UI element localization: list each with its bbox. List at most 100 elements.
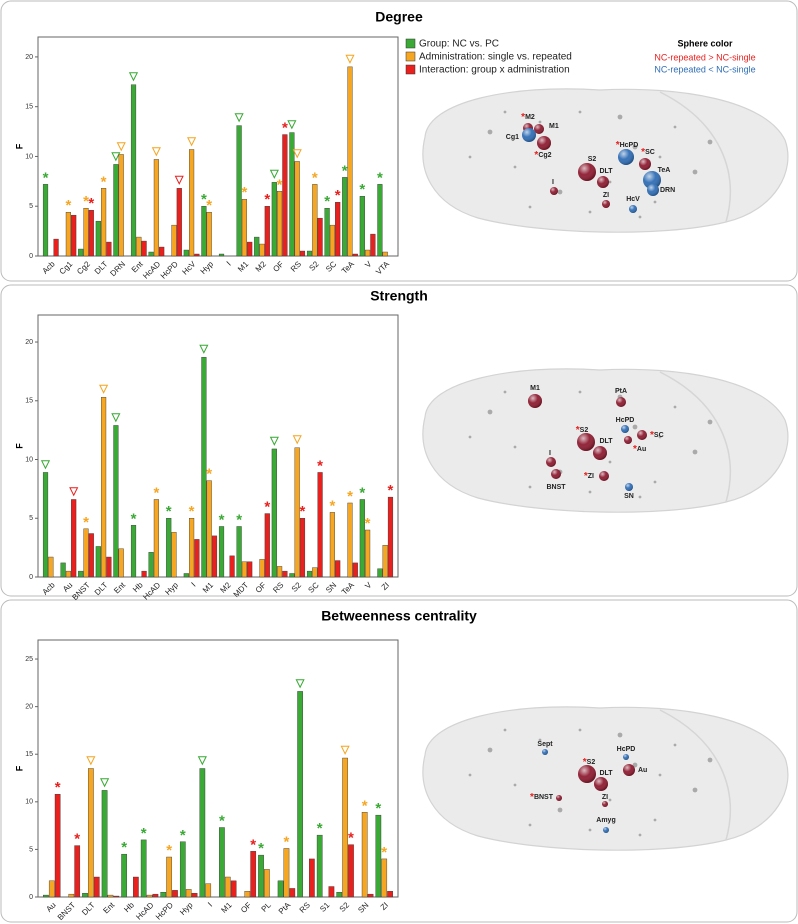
node-name: Au: [638, 767, 647, 774]
minor-node: [528, 823, 532, 827]
bar: [183, 249, 189, 257]
minor-node: [513, 783, 517, 787]
bar: [264, 206, 270, 257]
y-tick-label: 5: [29, 846, 33, 853]
node-star: *: [633, 444, 637, 455]
bar: [140, 839, 147, 898]
x-tick-label: ZI: [379, 901, 390, 912]
node-name: ZI: [603, 192, 609, 199]
y-tick-label: 10: [25, 456, 33, 463]
bar: [247, 241, 253, 257]
y-axis-label: F: [14, 765, 24, 771]
significance-marker: *: [264, 191, 270, 208]
sphere-shine: [546, 457, 556, 467]
minor-node: [638, 833, 642, 837]
significance-marker: ▽: [287, 118, 297, 130]
bar: [136, 236, 142, 257]
bar: [113, 895, 120, 898]
bar: [218, 253, 225, 257]
significance-marker: *: [359, 181, 365, 198]
bar: [282, 570, 288, 578]
significance-marker: *: [300, 503, 306, 520]
node-label: DLT: [599, 770, 613, 777]
bar: [42, 472, 49, 578]
minor-node: [707, 419, 713, 425]
bar: [106, 556, 112, 578]
bar: [294, 161, 300, 257]
bar: [201, 206, 207, 257]
sphere-shine: [621, 425, 629, 433]
minor-node: [658, 435, 662, 439]
node-label: *SC: [641, 147, 655, 158]
sphere-shine: [623, 764, 635, 776]
significance-marker: *: [153, 484, 159, 501]
bar: [229, 555, 235, 578]
brain-outline: [422, 88, 789, 233]
significance-marker: ▽: [98, 383, 108, 395]
node-label: I: [552, 179, 554, 186]
minor-node: [588, 828, 592, 832]
bar: [176, 188, 182, 257]
node-name: I: [552, 179, 554, 186]
significance-marker: *: [83, 193, 89, 210]
bar: [289, 573, 295, 578]
bar: [148, 552, 154, 578]
minor-node: [658, 155, 662, 159]
y-tick-label: 20: [25, 703, 33, 710]
bar: [236, 526, 242, 578]
minor-node: [513, 165, 517, 169]
minor-node: [673, 743, 677, 747]
bar: [306, 570, 313, 578]
legend-swatch: [405, 38, 416, 49]
y-tick-label: 10: [25, 799, 33, 806]
bar: [283, 848, 290, 898]
node-name: DLT: [599, 168, 613, 175]
minor-node: [528, 205, 532, 209]
minor-node: [503, 728, 507, 732]
significance-marker: *: [377, 169, 383, 186]
bar: [382, 251, 388, 257]
node-label: *SC: [650, 430, 664, 441]
bar: [317, 217, 323, 257]
bar: [250, 851, 257, 898]
significance-marker: *: [317, 820, 323, 837]
significance-marker: *: [388, 482, 394, 499]
minor-node: [632, 424, 638, 430]
y-axis-label: F: [14, 443, 24, 449]
significance-marker: ▽: [128, 71, 138, 83]
minor-node: [503, 110, 507, 114]
bar: [299, 250, 306, 257]
bar: [78, 248, 84, 257]
bar: [65, 211, 71, 257]
brain-fold: [659, 709, 732, 841]
plot-area: [37, 314, 399, 578]
bar: [166, 518, 172, 578]
significance-marker: ▽: [186, 135, 196, 147]
significance-marker: *: [324, 193, 330, 210]
node-label: Cg1: [506, 134, 519, 141]
node-star: *: [641, 147, 645, 158]
significance-marker: *: [381, 844, 387, 861]
bar: [48, 880, 55, 898]
bar: [141, 240, 147, 257]
bar: [241, 199, 247, 257]
bar: [277, 566, 283, 578]
node-name: BNST: [534, 794, 554, 801]
minor-node: [487, 129, 493, 135]
sphere-shine: [616, 397, 626, 407]
bar: [258, 854, 264, 898]
bar: [328, 886, 335, 898]
bar: [244, 891, 251, 898]
node-label: *HcPD: [616, 140, 639, 151]
minor-node: [653, 818, 657, 822]
node-name: Amyg: [596, 817, 615, 824]
significance-marker: *: [189, 503, 195, 520]
bar: [199, 768, 206, 898]
bar: [74, 845, 81, 898]
bar: [101, 790, 108, 898]
sphere-shine: [550, 187, 558, 195]
bar: [317, 472, 323, 578]
significance-marker: *: [282, 120, 288, 137]
bar: [367, 893, 374, 898]
minor-node: [673, 125, 677, 129]
